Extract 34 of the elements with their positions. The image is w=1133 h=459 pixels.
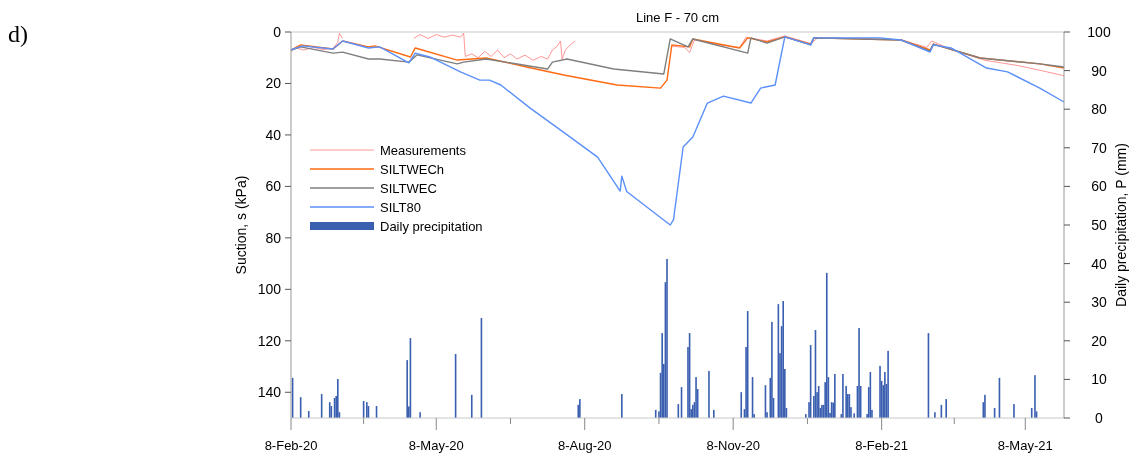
chart-title: Line F - 70 cm [635,10,720,25]
y-tick-label: 80 [265,229,282,246]
y2-tick-label: 20 [1091,332,1107,349]
x-tick-label: 8-May-20 [408,438,464,453]
x-tick-label: 8-Aug-20 [557,438,612,453]
y-tick-label: 140 [257,384,282,401]
y2-tick-label: 40 [1091,255,1107,272]
x-tick-label: 8-Feb-21 [855,438,909,453]
y2-tick-label: 50 [1091,217,1107,233]
y-axis-title: Suction, s (kPa) [233,175,249,275]
y2-axis-title: Daily precipitation, P (mm) [1113,143,1129,307]
legend-label: Daily precipitation [380,219,483,234]
y2-tick-label: 70 [1091,139,1107,156]
y2-tick-label: 60 [1091,178,1107,195]
y-tick-label: 0 [273,24,282,40]
legend-label: SILTWECh [380,162,445,177]
legend-label: SILT80 [380,200,421,215]
legend-label: SILTWEC [380,181,437,196]
y-tick-label: 120 [257,332,282,349]
x-tick-label: 8-May-21 [997,438,1053,453]
text: d) [8,21,28,47]
y2-tick-label: 90 [1091,62,1107,79]
y-tick-label: 40 [265,126,282,143]
y-tick-label: 20 [265,75,282,92]
x-tick-label: 8-Feb-20 [264,438,318,453]
y2-tick-label: 0 [1095,410,1104,426]
x-tick-label: 8-Nov-20 [706,438,760,453]
y2-tick-label: 10 [1091,371,1107,388]
y-tick-label: 100 [257,281,282,298]
y2-tick-label: 30 [1091,294,1107,311]
y2-tick-label: 80 [1091,101,1107,118]
y2-tick-label: 100 [1087,24,1111,40]
y-tick-label: 60 [265,178,282,195]
legend-label: Measurements [380,143,467,158]
